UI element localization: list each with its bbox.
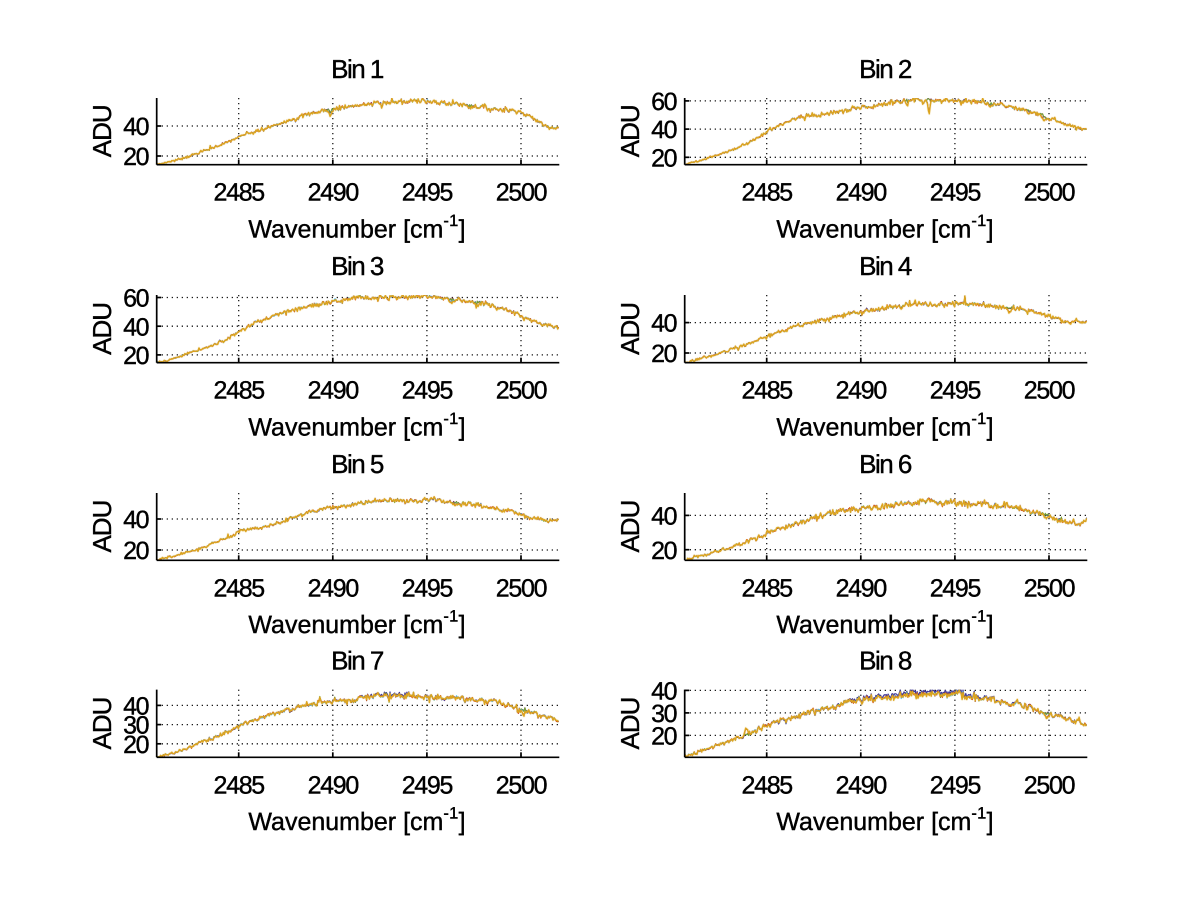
svg-text:20: 20 [123, 342, 149, 370]
svg-text:ADU: ADU [615, 501, 645, 553]
svg-text:20: 20 [651, 537, 677, 565]
svg-text:Wavenumber [cm-1]: Wavenumber [cm-1] [248, 805, 465, 837]
svg-text:2495: 2495 [402, 574, 453, 602]
svg-text:40: 40 [651, 678, 677, 706]
svg-text:ADU: ADU [87, 303, 117, 355]
svg-text:2500: 2500 [496, 771, 547, 799]
svg-text:2490: 2490 [308, 574, 359, 602]
svg-text:Bin 6: Bin 6 [859, 449, 912, 479]
svg-text:2500: 2500 [1024, 771, 1075, 799]
svg-text:2495: 2495 [402, 179, 453, 207]
svg-text:2490: 2490 [836, 377, 887, 405]
svg-text:2495: 2495 [930, 377, 981, 405]
svg-text:Bin 3: Bin 3 [331, 251, 384, 281]
svg-text:2500: 2500 [1024, 574, 1075, 602]
svg-text:40: 40 [123, 313, 149, 341]
svg-text:2490: 2490 [308, 377, 359, 405]
svg-text:2485: 2485 [213, 771, 264, 799]
svg-text:ADU: ADU [87, 105, 117, 157]
svg-text:Wavenumber [cm-1]: Wavenumber [cm-1] [776, 410, 993, 442]
svg-text:ADU: ADU [615, 105, 645, 157]
svg-text:2500: 2500 [496, 377, 547, 405]
svg-text:2490: 2490 [308, 179, 359, 207]
svg-text:40: 40 [123, 113, 149, 141]
svg-text:Wavenumber [cm-1]: Wavenumber [cm-1] [248, 212, 465, 244]
svg-text:2490: 2490 [308, 771, 359, 799]
svg-text:2500: 2500 [1024, 179, 1075, 207]
svg-text:2495: 2495 [930, 771, 981, 799]
svg-text:Wavenumber [cm-1]: Wavenumber [cm-1] [248, 608, 465, 640]
svg-text:40: 40 [651, 310, 677, 338]
svg-text:Bin 5: Bin 5 [331, 449, 384, 479]
svg-text:40: 40 [123, 506, 149, 534]
svg-text:2495: 2495 [930, 574, 981, 602]
svg-text:2495: 2495 [402, 377, 453, 405]
svg-text:2490: 2490 [836, 771, 887, 799]
svg-text:Wavenumber [cm-1]: Wavenumber [cm-1] [776, 212, 993, 244]
svg-text:20: 20 [123, 143, 149, 171]
svg-text:30: 30 [651, 700, 677, 728]
svg-text:2500: 2500 [496, 574, 547, 602]
svg-text:Bin 2: Bin 2 [859, 54, 912, 84]
svg-text:ADU: ADU [87, 501, 117, 553]
svg-text:Wavenumber [cm-1]: Wavenumber [cm-1] [248, 410, 465, 442]
svg-text:60: 60 [651, 88, 677, 116]
svg-text:20: 20 [123, 731, 149, 759]
svg-text:Bin 1: Bin 1 [331, 54, 384, 84]
svg-text:2485: 2485 [213, 377, 264, 405]
svg-text:ADU: ADU [615, 303, 645, 355]
svg-text:2485: 2485 [213, 179, 264, 207]
svg-text:2490: 2490 [836, 574, 887, 602]
svg-text:2500: 2500 [1024, 377, 1075, 405]
svg-text:20: 20 [651, 723, 677, 751]
svg-text:20: 20 [123, 537, 149, 565]
svg-text:2500: 2500 [496, 179, 547, 207]
svg-text:2485: 2485 [741, 771, 792, 799]
svg-text:20: 20 [651, 340, 677, 368]
svg-text:Wavenumber [cm-1]: Wavenumber [cm-1] [776, 805, 993, 837]
svg-text:2485: 2485 [741, 179, 792, 207]
svg-text:40: 40 [651, 116, 677, 144]
svg-text:20: 20 [651, 144, 677, 172]
svg-text:60: 60 [123, 285, 149, 313]
svg-text:Wavenumber [cm-1]: Wavenumber [cm-1] [776, 608, 993, 640]
svg-text:Bin 7: Bin 7 [331, 646, 384, 676]
svg-text:2490: 2490 [836, 179, 887, 207]
svg-text:2495: 2495 [930, 179, 981, 207]
svg-text:ADU: ADU [615, 698, 645, 750]
svg-text:ADU: ADU [87, 698, 117, 750]
svg-text:40: 40 [123, 693, 149, 721]
svg-text:2485: 2485 [741, 377, 792, 405]
svg-text:30: 30 [123, 712, 149, 740]
svg-text:40: 40 [651, 503, 677, 531]
svg-text:2485: 2485 [213, 574, 264, 602]
svg-text:Bin 8: Bin 8 [859, 646, 912, 676]
svg-text:2485: 2485 [741, 574, 792, 602]
svg-text:Bin 4: Bin 4 [859, 251, 912, 281]
svg-text:2495: 2495 [402, 771, 453, 799]
